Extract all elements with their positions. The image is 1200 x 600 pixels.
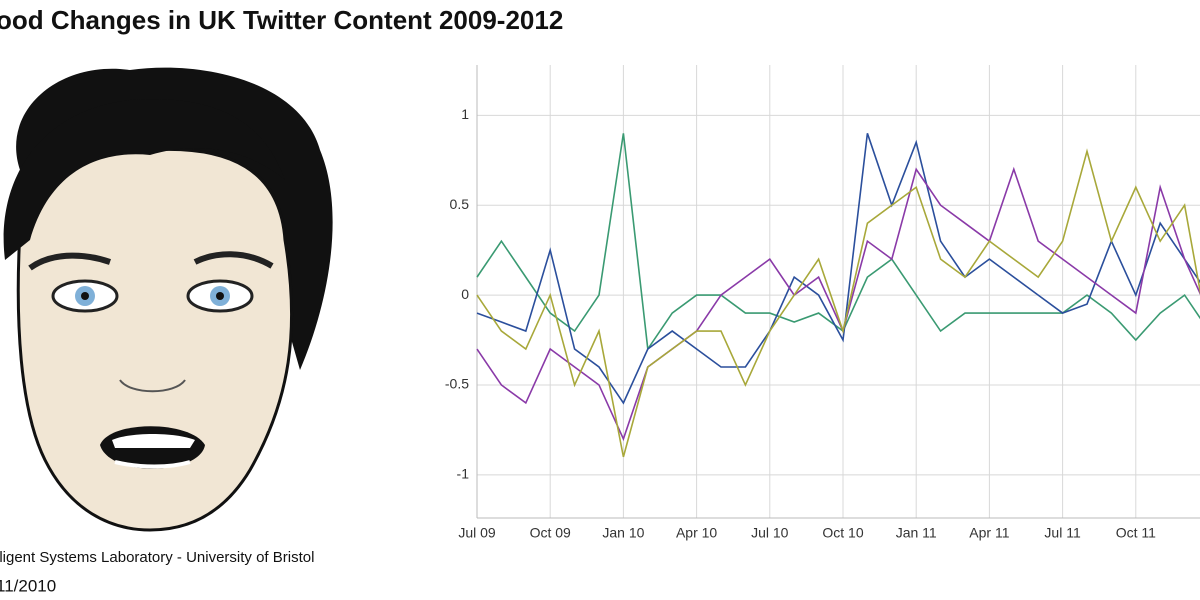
date: 11/2010 (0, 576, 56, 595)
series-line (476, 133, 1200, 405)
credit: lligent Systems Laboratory - University … (0, 549, 314, 566)
y-tick-label: 1 (461, 106, 469, 122)
y-tick-label: -0.5 (445, 376, 469, 392)
series-line (476, 166, 1200, 442)
y-tick-label: -1 (457, 466, 470, 482)
x-tick-label: Jul 09 (458, 525, 496, 541)
title: ood Changes in UK Twitter Content 2009-2… (0, 5, 563, 35)
x-tick-label: Apr 11 (969, 525, 1009, 541)
x-tick-label: Apr 10 (676, 525, 717, 541)
x-tick-label: Jan 11 (896, 525, 937, 541)
x-tick-label: Oct 11 (1116, 525, 1156, 541)
x-tick-label: Jul 11 (1044, 525, 1081, 541)
x-tick-label: Jul 10 (751, 525, 789, 541)
x-tick-label: Oct 09 (530, 525, 571, 541)
series-line (476, 148, 1200, 458)
face-illustration (3, 67, 333, 532)
x-tick-label: Jan 10 (602, 525, 644, 541)
x-tick-label: Oct 10 (822, 525, 863, 541)
y-tick-label: 0 (461, 286, 469, 302)
y-tick-label: 0.5 (450, 196, 470, 212)
